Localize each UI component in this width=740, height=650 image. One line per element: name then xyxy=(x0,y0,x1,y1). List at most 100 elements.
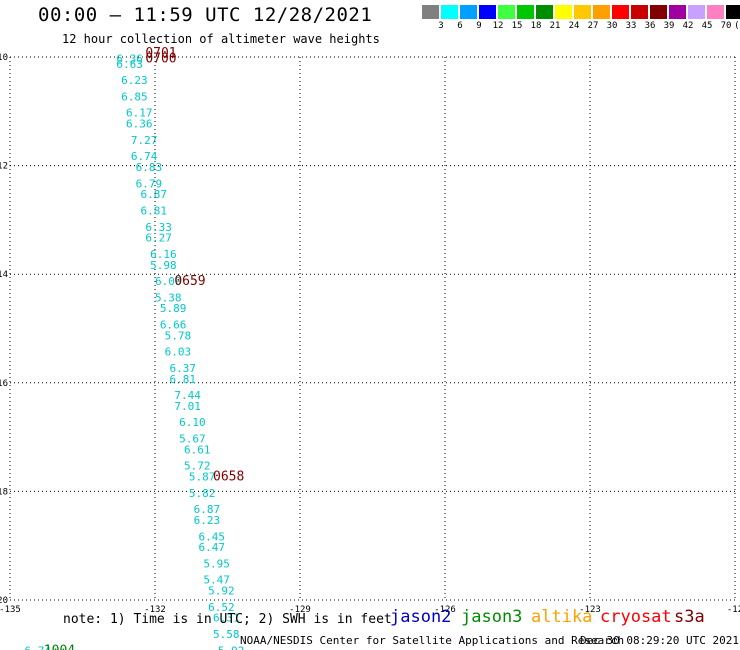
wave-height-reading: 5.92 xyxy=(208,585,235,598)
credit-text: NOAA/NESDIS Center for Satellite Applica… xyxy=(240,634,625,647)
longitude-tick-label: -126 xyxy=(434,605,456,615)
legend-label: 39 xyxy=(663,21,675,31)
longitude-tick-label: -129 xyxy=(289,605,311,615)
legend-swatch xyxy=(517,5,534,19)
latitude-tick-label: -14 xyxy=(0,270,8,280)
wave-height-reading: 6.74 xyxy=(25,644,52,650)
legend-swatch xyxy=(669,5,686,19)
wave-height-reading: 5.98 xyxy=(150,259,177,272)
legend-unit: (ft) xyxy=(734,21,740,31)
legend-label: 18 xyxy=(530,21,542,31)
legend-label: 3 xyxy=(438,21,444,31)
time-label: 0701 xyxy=(145,46,176,61)
legend-swatch xyxy=(612,5,629,19)
legend-s3a: s3a xyxy=(674,607,705,627)
longitude-tick-label: -123 xyxy=(579,605,601,615)
generated-timestamp: Dec 30 08:29:20 UTC 2021 xyxy=(580,634,739,647)
wave-height-reading: 6.31 xyxy=(213,612,240,625)
legend-label: 36 xyxy=(644,21,656,31)
wave-height-reading: 5.78 xyxy=(165,329,192,342)
wave-height-reading: 6.10 xyxy=(179,416,206,429)
legend-label: 70 xyxy=(720,21,732,31)
legend-swatch xyxy=(441,5,458,19)
longitude-tick-label: -135 xyxy=(0,605,21,615)
legend-label: 12 xyxy=(492,21,504,31)
wave-height-reading: 6.74 xyxy=(131,150,158,163)
legend-swatch xyxy=(536,5,553,19)
time-label: 1004 xyxy=(44,643,75,650)
legend-swatch xyxy=(726,5,740,19)
wave-height-reading: 5.95 xyxy=(203,557,230,570)
wave-height-reading: 6.47 xyxy=(199,541,226,554)
legend-swatch xyxy=(555,5,572,19)
legend-swatch xyxy=(422,5,439,19)
legend-label: 27 xyxy=(587,21,599,31)
latitude-tick-label: -20 xyxy=(0,596,8,606)
wave-height-reading: 7.27 xyxy=(131,134,158,147)
wave-height-reading: 6.79 xyxy=(136,177,163,190)
legend-swatch xyxy=(707,5,724,19)
wave-height-reading: 6.87 xyxy=(141,188,168,201)
latitude-tick-label: -18 xyxy=(0,487,8,497)
wave-height-reading: 6.45 xyxy=(199,530,226,543)
legend-swatch xyxy=(650,5,667,19)
legend-label: 21 xyxy=(549,21,561,31)
longitude-tick-label: -12 xyxy=(727,605,740,615)
map-title: 00:00 – 11:59 UTC 12/28/2021 xyxy=(38,4,373,26)
wave-height-reading: 6.66 xyxy=(160,319,187,332)
wave-height-reading: 6.27 xyxy=(145,232,172,245)
legend-swatch xyxy=(688,5,705,19)
latitude-tick-label: -10 xyxy=(0,53,8,63)
wave-height-reading: 6.37 xyxy=(170,362,197,375)
legend-swatch xyxy=(460,5,477,19)
legend-label: 33 xyxy=(625,21,637,31)
wave-height-reading: 6.23 xyxy=(121,74,147,87)
longitude-tick-label: -132 xyxy=(144,605,166,615)
wave-height-reading: 5.72 xyxy=(184,460,211,473)
wave-height-reading: 6.23 xyxy=(194,514,221,527)
wave-height-reading: 6.33 xyxy=(145,221,172,234)
wave-height-reading: 6.81 xyxy=(141,204,168,217)
wave-height-reading: 6.52 xyxy=(208,601,235,614)
wave-height-reading: 6.17 xyxy=(126,107,153,120)
legend-label: 42 xyxy=(682,21,694,31)
wave-height-reading: 6.63 xyxy=(116,58,143,71)
wave-height-reading: 6.83 xyxy=(136,161,163,174)
legend-label: 30 xyxy=(606,21,618,31)
units-note: note: 1) Time is in UTC; 2) SWH is in fe… xyxy=(63,612,392,627)
time-label: 0700 xyxy=(145,51,176,66)
legend-jason3: jason3 xyxy=(461,607,523,627)
legend-swatch xyxy=(498,5,515,19)
legend-label: 9 xyxy=(476,21,482,31)
legend-swatch xyxy=(574,5,591,19)
legend-jason2: jason2 xyxy=(390,607,452,627)
wave-height-reading: 6.03 xyxy=(165,346,192,359)
legend-swatch xyxy=(479,5,496,19)
time-label: 0658 xyxy=(213,470,244,485)
legend-label: 45 xyxy=(701,21,713,31)
wave-height-reading: 7.01 xyxy=(174,400,201,413)
wave-height-reading: 6.85 xyxy=(121,90,147,103)
latitude-tick-label: -16 xyxy=(0,379,8,389)
time-label: 0659 xyxy=(174,274,205,289)
wave-height-reading: 6.87 xyxy=(194,503,221,516)
wave-height-reading: 6.61 xyxy=(184,443,211,456)
legend-label: 6 xyxy=(457,21,463,31)
legend-altika: altika xyxy=(531,607,593,627)
wave-height-reading: 6.36 xyxy=(116,52,143,65)
wave-height-reading: 5.38 xyxy=(155,291,182,304)
wave-height-reading: 6.36 xyxy=(126,118,153,131)
wave-height-reading: 6.09 xyxy=(155,275,182,288)
wave-height-reading: 6.81 xyxy=(170,373,197,386)
wave-height-reading: 5.89 xyxy=(160,302,187,315)
latitude-tick-label: -12 xyxy=(0,162,8,172)
legend-label: 15 xyxy=(511,21,523,31)
wave-height-reading: 7.44 xyxy=(174,389,201,402)
wave-height-reading: 5.92 xyxy=(218,644,245,650)
wave-height-reading: 5.58 xyxy=(213,628,240,641)
wave-height-reading: 5.82 xyxy=(189,487,216,500)
wave-height-reading: 5.87 xyxy=(189,471,216,484)
map-subtitle: 12 hour collection of altimeter wave hei… xyxy=(62,32,380,46)
legend-swatch xyxy=(631,5,648,19)
